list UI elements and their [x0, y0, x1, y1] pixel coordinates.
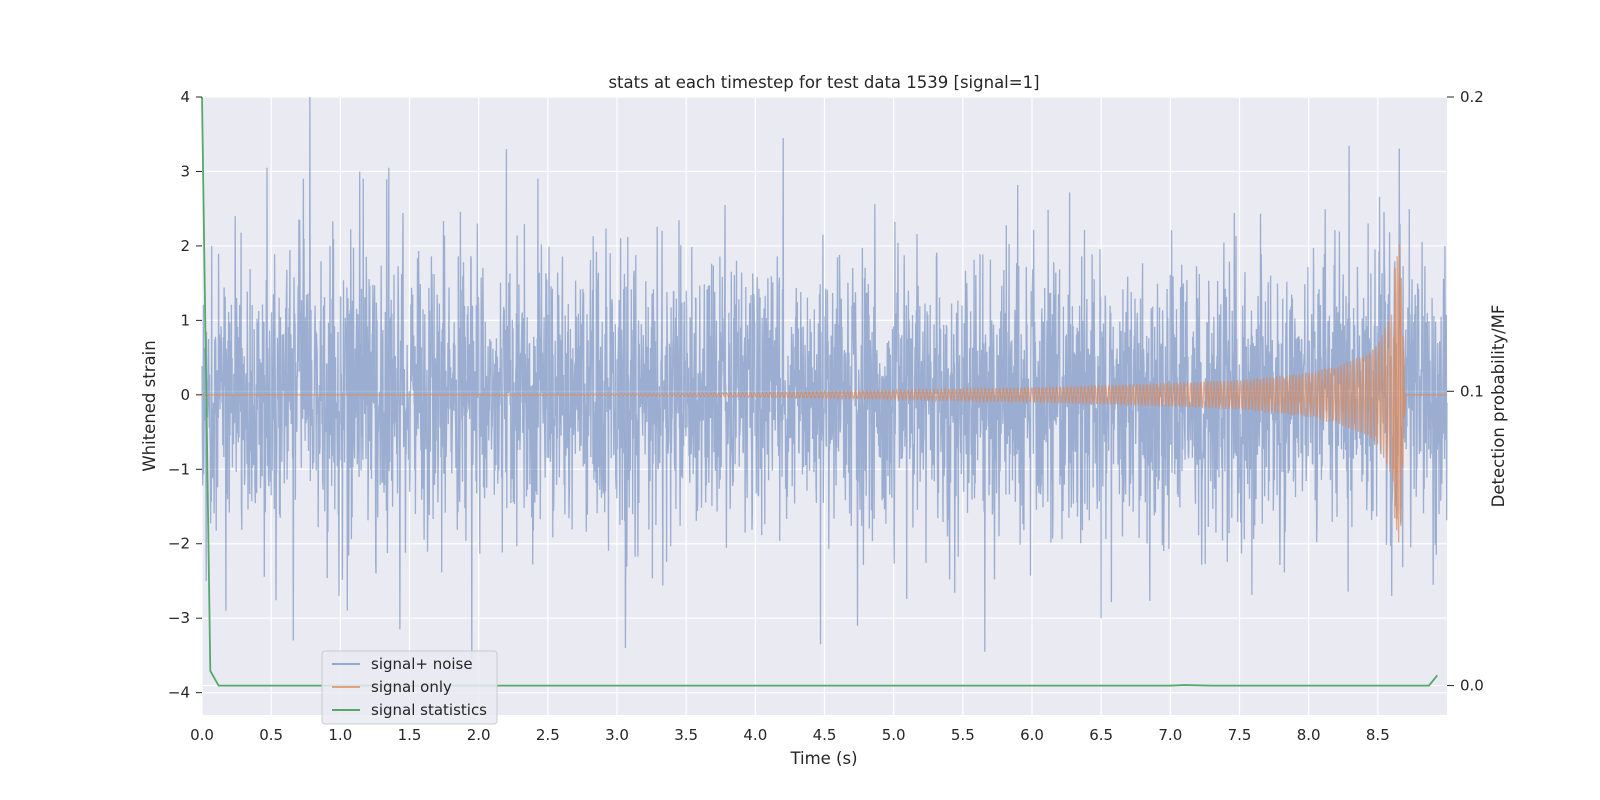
y2-tick-label-0: 0.2 [1460, 88, 1484, 106]
x-tick-label-13: 6.5 [1089, 726, 1113, 744]
y-tick-label-3: 1 [180, 311, 190, 329]
y-tick-label-5: −1 [168, 460, 190, 478]
x-axis-ticks: 0.0 0.5 1.0 1.5 2.0 2.5 3.0 3.5 4.0 4.5 5.0 5.5 6.0 6… [190, 726, 1390, 744]
legend-label-signal-only: signal only [371, 678, 452, 696]
series-signal-only [202, 244, 1447, 543]
x-tick-label-2: 1.0 [328, 726, 352, 744]
y-tick-label-2: 2 [180, 237, 190, 255]
x-tick-label-15: 7.5 [1228, 726, 1252, 744]
y-tick-label-4: 0 [180, 386, 190, 404]
x-tick-label-1: 0.5 [259, 726, 283, 744]
line-signal-statistics [201, 96, 1439, 687]
x-tick-label-3: 1.5 [398, 726, 422, 744]
y-tick-label-6: −2 [168, 535, 190, 553]
y2-axis-label: Detection probability/MF [1489, 305, 1508, 508]
y-tick-label-0: 4 [180, 88, 190, 106]
line-signal-only [202, 244, 1447, 543]
y-axis-ticks: 4 3 2 1 0 −1 −2 −3 −4 [168, 88, 202, 702]
series-signal-statistics [201, 96, 1439, 687]
x-tick-label-4: 2.0 [467, 726, 491, 744]
y2-tick-label-1: 0.1 [1460, 382, 1484, 400]
legend-label-signal-plus-noise: signal+ noise [371, 655, 473, 673]
x-tick-label-16: 8.0 [1297, 726, 1321, 744]
series-signal-plus-noise [201, 96, 1448, 660]
x-axis-label: Time (s) [789, 749, 857, 768]
x-tick-label-8: 4.0 [743, 726, 767, 744]
x-tick-label-14: 7.0 [1158, 726, 1182, 744]
y-tick-label-8: −4 [168, 684, 190, 702]
y-tick-label-1: 3 [180, 162, 190, 180]
x-tick-label-6: 3.0 [605, 726, 629, 744]
x-tick-label-10: 5.0 [882, 726, 906, 744]
legend: signal+ noise signal only signal statist… [321, 650, 498, 725]
x-tick-label-5: 2.5 [536, 726, 560, 744]
legend-box [321, 650, 498, 725]
line-signal-plus-noise [201, 96, 1448, 660]
chart-title: stats at each timestep for test data 153… [608, 73, 1039, 92]
y-axis-label: Whitened strain [140, 340, 159, 471]
x-tick-label-9: 4.5 [813, 726, 837, 744]
legend-label-signal-statistics: signal statistics [371, 701, 487, 719]
x-tick-label-17: 8.5 [1366, 726, 1390, 744]
x-tick-label-7: 3.5 [674, 726, 698, 744]
x-tick-label-11: 5.5 [951, 726, 975, 744]
y2-axis-ticks: 0.2 0.1 0.0 [1447, 88, 1484, 695]
x-tick-label-12: 6.0 [1020, 726, 1044, 744]
y2-tick-label-2: 0.0 [1460, 677, 1484, 695]
x-tick-label-0: 0.0 [190, 726, 214, 744]
y-tick-label-7: −3 [168, 609, 190, 627]
